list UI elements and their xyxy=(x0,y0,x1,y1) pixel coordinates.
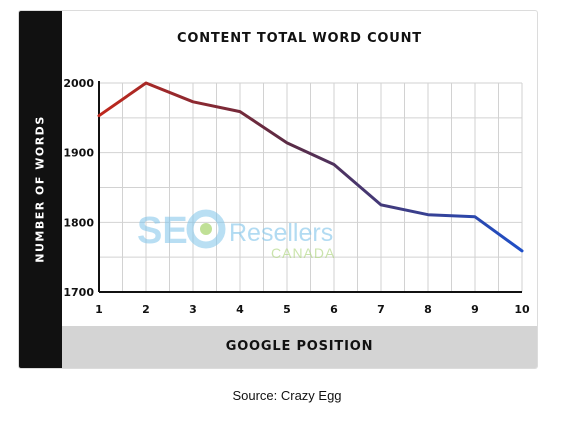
svg-text:SE: SE xyxy=(137,210,188,252)
x-axis-label: GOOGLE POSITION xyxy=(225,339,374,354)
seo-resellers-logo: SE Resellers CANADA xyxy=(137,209,335,261)
x-axis-band: GOOGLE POSITION xyxy=(62,326,537,368)
x-tick-label: 5 xyxy=(283,303,291,316)
source-caption: Source: Crazy Egg xyxy=(232,388,342,403)
x-tick-label: 10 xyxy=(514,303,530,316)
plot-area: 1700 1800 1900 2000 1 2 3 4 5 6 7 8 9 10 xyxy=(63,77,530,316)
logo-sub-text: CANADA xyxy=(271,245,335,261)
chart-card: NUMBER OF WORDS CONTENT TOTAL WORD COUNT… xyxy=(18,10,538,369)
series-line xyxy=(97,81,524,253)
x-tick-label: 8 xyxy=(424,303,432,316)
x-tick-label: 7 xyxy=(377,303,385,316)
logo-brand-text: Resellers xyxy=(229,219,333,247)
x-tick-label: 9 xyxy=(471,303,479,316)
x-tick-label: 2 xyxy=(142,303,150,316)
x-tick-label: 1 xyxy=(95,303,103,316)
x-tick-label: 6 xyxy=(330,303,338,316)
y-axis-band: NUMBER OF WORDS xyxy=(19,11,62,368)
y-tick-label: 1700 xyxy=(63,286,94,299)
y-tick-label: 1900 xyxy=(63,147,94,160)
x-tick-label: 4 xyxy=(236,303,244,316)
chart-title: CONTENT TOTAL WORD COUNT xyxy=(177,31,422,46)
x-tick-label: 3 xyxy=(189,303,197,316)
y-tick-label: 2000 xyxy=(63,77,94,90)
y-tick-label: 1800 xyxy=(63,216,94,229)
